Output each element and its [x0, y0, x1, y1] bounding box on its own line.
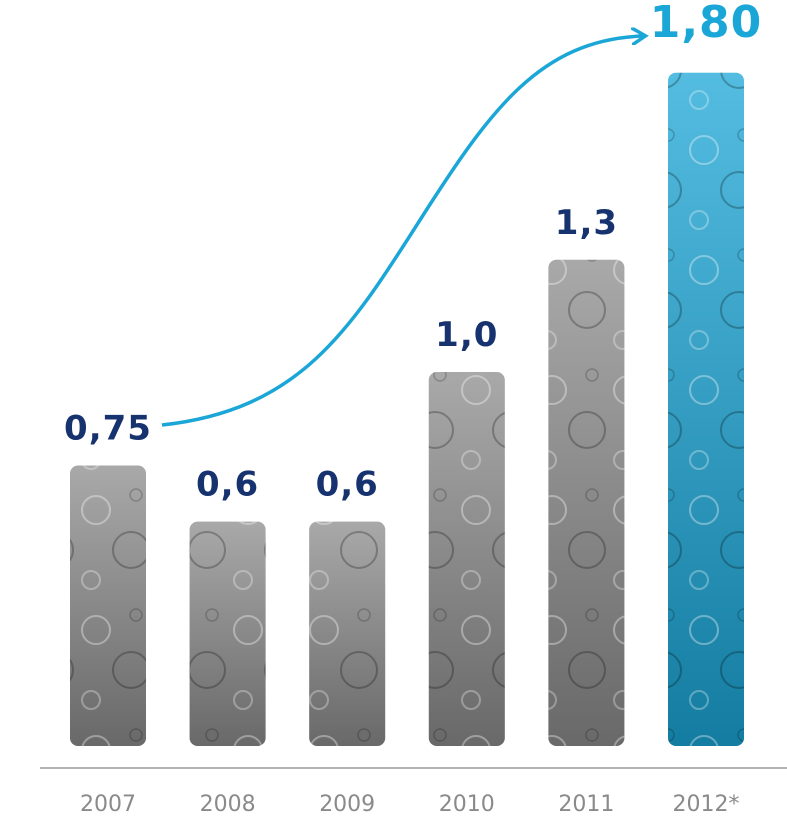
- bubble-texture: [189, 521, 266, 746]
- value-label: 0,6: [316, 465, 379, 505]
- value-label: 1,3: [555, 203, 618, 243]
- bubble-texture: [309, 521, 386, 746]
- value-label: 0,75: [64, 409, 152, 449]
- value-label: 1,80: [650, 0, 763, 48]
- x-tick-label: 2010: [439, 792, 495, 816]
- bubble-texture: [428, 372, 505, 746]
- x-tick-label: 2007: [80, 792, 136, 816]
- bubble-texture: [548, 259, 625, 746]
- x-tick-label: 2008: [200, 792, 256, 816]
- bubble-texture: [668, 72, 744, 747]
- value-label: 0,6: [196, 465, 259, 505]
- value-label: 1,0: [435, 315, 498, 355]
- x-tick-label: 2012*: [673, 792, 740, 816]
- trend-arrow: [161, 36, 642, 427]
- x-tick-label: 2009: [319, 792, 375, 816]
- bubble-texture: [70, 465, 146, 746]
- x-tick-label: 2011: [558, 792, 614, 816]
